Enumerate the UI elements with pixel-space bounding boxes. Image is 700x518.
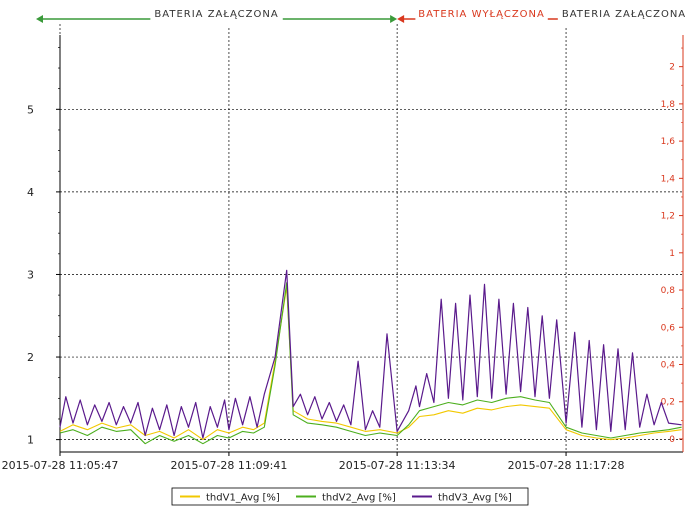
- y-right-tick-label: 0,4: [661, 361, 676, 371]
- y-left-tick-label: 2: [27, 351, 34, 364]
- period-arrow-left-head: [397, 15, 405, 23]
- period-label-bg: [415, 5, 548, 27]
- y-right-tick-label: 0,2: [661, 398, 675, 408]
- y-left-tick-label: 4: [27, 186, 34, 199]
- x-tick-label: 2015-07-28 11:13:34: [339, 459, 456, 472]
- y-right-tick-label: 0,6: [661, 323, 676, 333]
- y-right-tick-label: 1: [669, 249, 675, 259]
- period-label: BATERIA ZAŁĄCZONA: [154, 9, 278, 20]
- period-label-bg: [150, 5, 283, 27]
- y-right-tick-label: 0: [669, 435, 675, 445]
- period-arrow-right-head: [390, 15, 398, 23]
- axes: 1 2 3 4 5 0 0,2 0,4 0,6 0,8 1 1,2 1,4 1,6 1,8 2 2015-07-…: [2, 35, 684, 472]
- y-right-tick-label: 1,4: [661, 174, 676, 184]
- x-tick-label: 2015-07-28 11:09:41: [171, 459, 288, 472]
- series-line-3: [59, 269, 682, 439]
- period-label-bg: [557, 5, 691, 27]
- legend-box: [171, 487, 529, 506]
- series-lines: [59, 269, 682, 445]
- period-arrow-left-head: [36, 15, 43, 23]
- y-right-tick-label: 0,8: [661, 286, 676, 296]
- series-line-1: [59, 286, 682, 441]
- legend-entry-1: thdV1_Avg [%]: [206, 493, 280, 504]
- period-label: BATERIA ZAŁĄCZONA: [562, 9, 686, 20]
- period-label: BATERIA WYŁĄCZONA: [418, 9, 545, 20]
- legend: thdV1_Avg [%] thdV2_Avg [%] thdV3_Avg [%]: [171, 487, 529, 506]
- legend-entry-3: thdV3_Avg [%]: [438, 493, 512, 504]
- y-left-tick-label: 5: [27, 103, 34, 116]
- y-left-tick-label: 3: [27, 268, 34, 281]
- period-annotations: BATERIA ZAŁĄCZONA BATERIA WYŁĄCZONA BATERI…: [36, 5, 691, 27]
- x-tick-label: 2015-07-28 11:17:28: [508, 459, 625, 472]
- y-right-tick-label: 2: [669, 63, 675, 73]
- y-left-tick-label: 1: [27, 434, 34, 447]
- y-right-tick-label: 1,6: [661, 137, 676, 147]
- legend-entry-2: thdV2_Avg [%]: [322, 493, 396, 504]
- y-right-tick-label: 1,8: [661, 100, 676, 110]
- series-line-2: [59, 282, 682, 445]
- x-tick-label: 2015-07-28 11:05:47: [2, 459, 119, 472]
- y-right-tick-label: 1,2: [661, 212, 675, 222]
